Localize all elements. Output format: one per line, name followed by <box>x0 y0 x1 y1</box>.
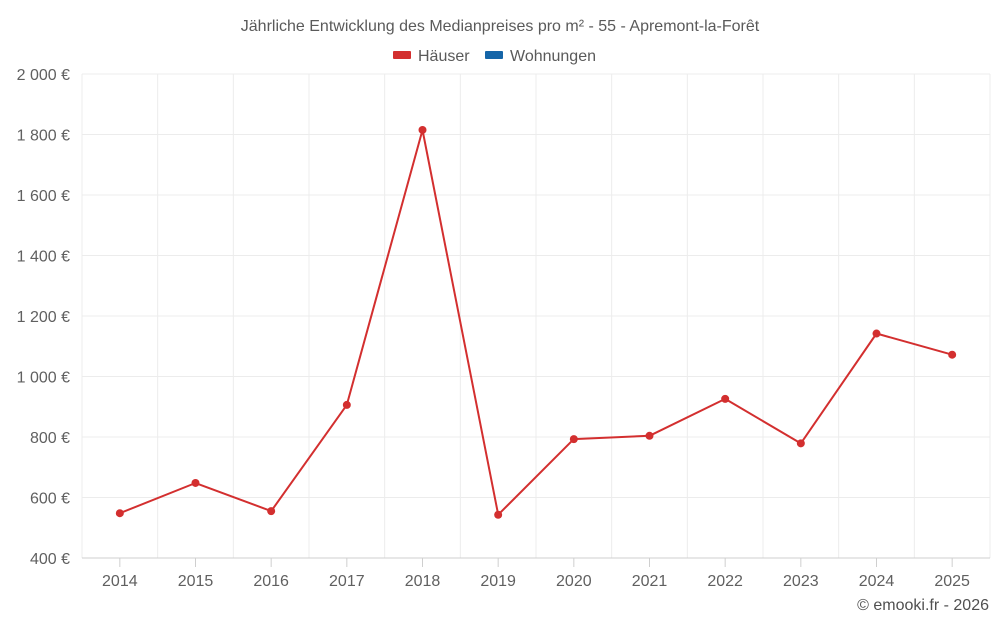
data-point[interactable] <box>645 431 654 440</box>
x-tick-label: 2023 <box>783 573 819 590</box>
legend-swatch-haeuser <box>393 51 411 59</box>
data-point[interactable] <box>569 435 578 444</box>
data-point[interactable] <box>191 478 200 487</box>
series-layer <box>115 125 957 519</box>
data-point[interactable] <box>267 507 276 516</box>
data-point[interactable] <box>796 439 805 448</box>
data-point[interactable] <box>872 329 881 338</box>
legend-swatch-wohnungen <box>485 51 503 59</box>
series-line-Häuser <box>119 129 953 516</box>
x-tick-label: 2014 <box>102 573 138 590</box>
legend: Häuser Wohnungen <box>393 48 596 65</box>
x-tick-label: 2025 <box>934 573 970 590</box>
data-point[interactable] <box>418 125 427 134</box>
legend-label-haeuser: Häuser <box>418 48 470 65</box>
y-tick-label: 1 800 € <box>17 128 70 145</box>
data-point[interactable] <box>342 400 351 409</box>
y-tick-label: 2 000 € <box>17 67 70 84</box>
gridlines <box>81 73 991 559</box>
y-tick-label: 1 000 € <box>17 370 70 387</box>
x-tick-label: 2017 <box>329 573 365 590</box>
x-tick-label: 2015 <box>178 573 214 590</box>
y-tick-label: 1 200 € <box>17 309 70 326</box>
y-tick-label: 400 € <box>30 551 70 568</box>
y-axis: 400 € 600 € 800 € 1 000 € 1 200 € 1 400 € 1 60… <box>17 67 70 568</box>
legend-label-wohnungen: Wohnungen <box>510 48 596 65</box>
data-point[interactable] <box>494 510 503 519</box>
data-point[interactable] <box>948 350 957 359</box>
chart-title: Jährliche Entwicklung des Medianpreises … <box>241 18 760 35</box>
x-tick-label: 2024 <box>859 573 895 590</box>
x-tick-label: 2020 <box>556 573 592 590</box>
credit-text: © emooki.fr - 2026 <box>857 597 989 614</box>
x-tick-label: 2019 <box>480 573 516 590</box>
x-axis: 2014 2015 2016 2017 2018 2019 2020 2021 2022 2023… <box>102 558 970 590</box>
x-tick-label: 2018 <box>405 573 441 590</box>
x-tick-label: 2016 <box>253 573 289 590</box>
y-tick-label: 1 600 € <box>17 188 70 205</box>
y-tick-label: 1 400 € <box>17 249 70 266</box>
data-point[interactable] <box>115 509 124 518</box>
legend-item-haeuser[interactable]: Häuser <box>393 48 470 65</box>
y-tick-label: 600 € <box>30 491 70 508</box>
y-tick-label: 800 € <box>30 430 70 447</box>
legend-item-wohnungen[interactable]: Wohnungen <box>485 48 596 65</box>
x-tick-label: 2021 <box>632 573 668 590</box>
data-point[interactable] <box>721 394 730 403</box>
x-tick-label: 2022 <box>707 573 743 590</box>
